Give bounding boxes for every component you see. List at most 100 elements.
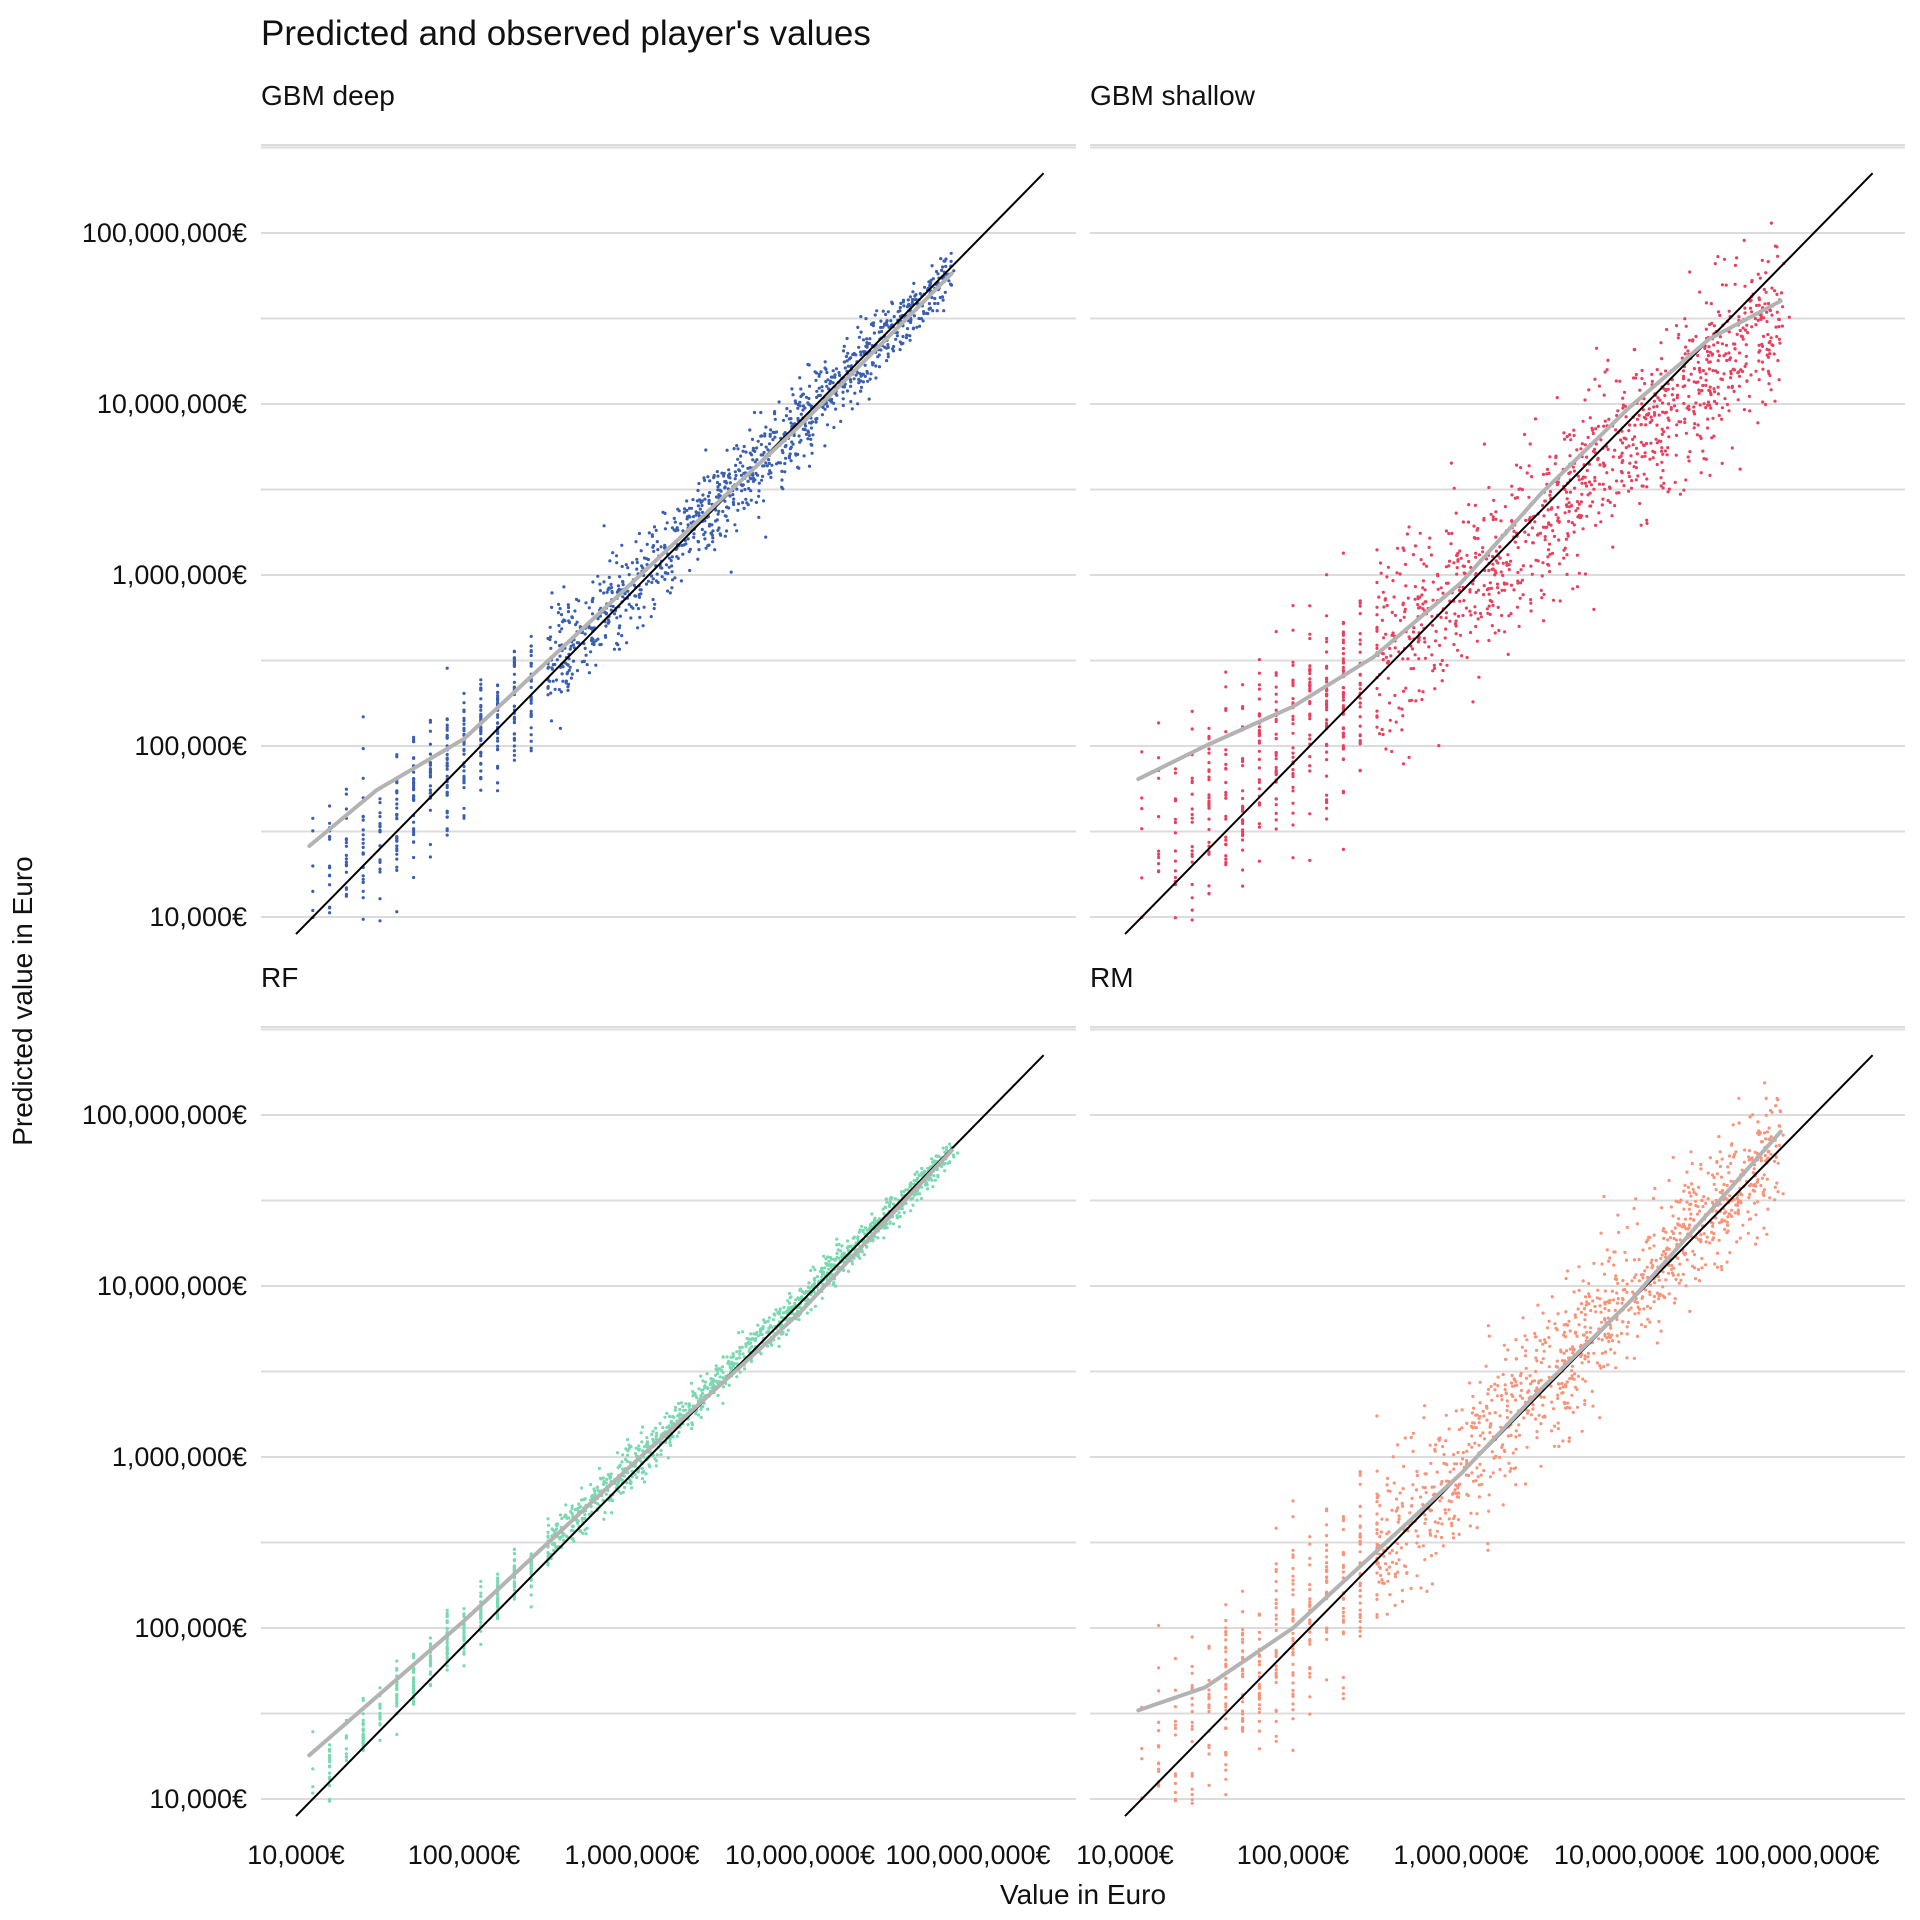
data-point [730, 1366, 734, 1370]
data-point [1469, 613, 1473, 617]
data-point [512, 1584, 517, 1588]
data-point [645, 1436, 649, 1440]
data-point [1645, 518, 1649, 522]
data-point [1445, 663, 1449, 667]
data-point [915, 325, 919, 329]
data-point [842, 360, 847, 364]
data-point [1421, 586, 1425, 590]
data-point [1652, 1244, 1656, 1248]
data-point [445, 790, 449, 795]
data-point [1207, 806, 1211, 810]
y-tick-label: 1,000,000€ [112, 560, 247, 590]
data-point [1603, 1301, 1607, 1305]
data-point [583, 1513, 587, 1517]
data-point [722, 471, 726, 476]
data-point [412, 798, 416, 802]
data-point [1378, 561, 1383, 565]
data-point [801, 408, 805, 412]
data-point [1325, 1534, 1329, 1538]
data-point [617, 1464, 622, 1468]
data-point [1508, 1469, 1512, 1473]
data-point [1605, 471, 1609, 475]
data-point [1375, 646, 1379, 651]
data-point [496, 701, 500, 705]
data-point [1677, 1281, 1681, 1285]
data-point [1775, 245, 1779, 249]
data-point [889, 1195, 893, 1200]
data-point [462, 716, 466, 721]
data-point [1542, 514, 1546, 518]
data-point [1417, 689, 1421, 693]
data-point [592, 1489, 597, 1493]
data-point [1643, 451, 1647, 455]
data-point [881, 309, 885, 313]
data-point [1503, 505, 1507, 509]
data-point [1566, 534, 1570, 538]
data-point [1173, 798, 1177, 802]
data-point [846, 1248, 850, 1252]
data-point [1241, 833, 1245, 837]
data-point [1720, 406, 1724, 410]
data-point [1593, 479, 1597, 483]
data-point [1694, 1192, 1698, 1196]
data-point [1762, 287, 1766, 292]
data-point [621, 1490, 625, 1494]
data-point [759, 410, 763, 415]
data-point [1657, 439, 1661, 443]
data-point [1444, 611, 1448, 615]
data-point [1449, 542, 1453, 546]
data-point [1620, 1301, 1624, 1305]
data-point [1766, 332, 1770, 337]
data-point [760, 1333, 764, 1337]
data-point [1629, 486, 1634, 490]
data-point [898, 348, 902, 352]
data-point [641, 624, 645, 628]
data-point [576, 1519, 580, 1523]
data-point [601, 1482, 606, 1486]
data-point [1224, 817, 1228, 821]
data-point [1630, 479, 1634, 483]
data-point [751, 476, 756, 481]
data-point [1543, 538, 1547, 542]
data-point [1489, 586, 1493, 591]
x-tick-label: 1,000,000€ [564, 1840, 699, 1870]
data-point [1308, 755, 1312, 759]
data-point [546, 1552, 551, 1556]
data-point [361, 1696, 365, 1700]
data-point [1439, 586, 1443, 590]
data-point [808, 1286, 812, 1290]
data-point [1375, 725, 1379, 729]
data-point [1452, 561, 1456, 565]
data-point [621, 1453, 625, 1457]
data-point [1592, 487, 1596, 491]
data-point [1619, 438, 1623, 442]
data-point [590, 626, 594, 630]
data-point [1781, 1192, 1785, 1196]
data-point [1400, 728, 1404, 732]
data-point [1509, 612, 1513, 616]
data-point [445, 1608, 449, 1612]
data-point [1447, 564, 1451, 568]
data-point [1655, 423, 1659, 427]
data-point [943, 259, 947, 263]
data-point [1379, 571, 1383, 575]
data-point [736, 447, 740, 451]
data-point [863, 363, 867, 367]
data-point [1375, 613, 1379, 617]
data-point [378, 1686, 382, 1690]
data-point [1653, 413, 1657, 417]
data-point [584, 601, 588, 605]
data-point [1379, 1573, 1383, 1577]
data-point [1662, 481, 1666, 485]
data-point [549, 691, 553, 695]
data-point [696, 557, 700, 561]
data-point [931, 309, 935, 313]
data-point [1640, 368, 1644, 373]
data-point [1341, 1553, 1345, 1557]
data-point [496, 731, 500, 735]
data-point [557, 688, 562, 692]
data-point [1190, 845, 1194, 849]
data-point [841, 403, 845, 408]
data-point [479, 688, 483, 692]
data-point [814, 420, 818, 424]
